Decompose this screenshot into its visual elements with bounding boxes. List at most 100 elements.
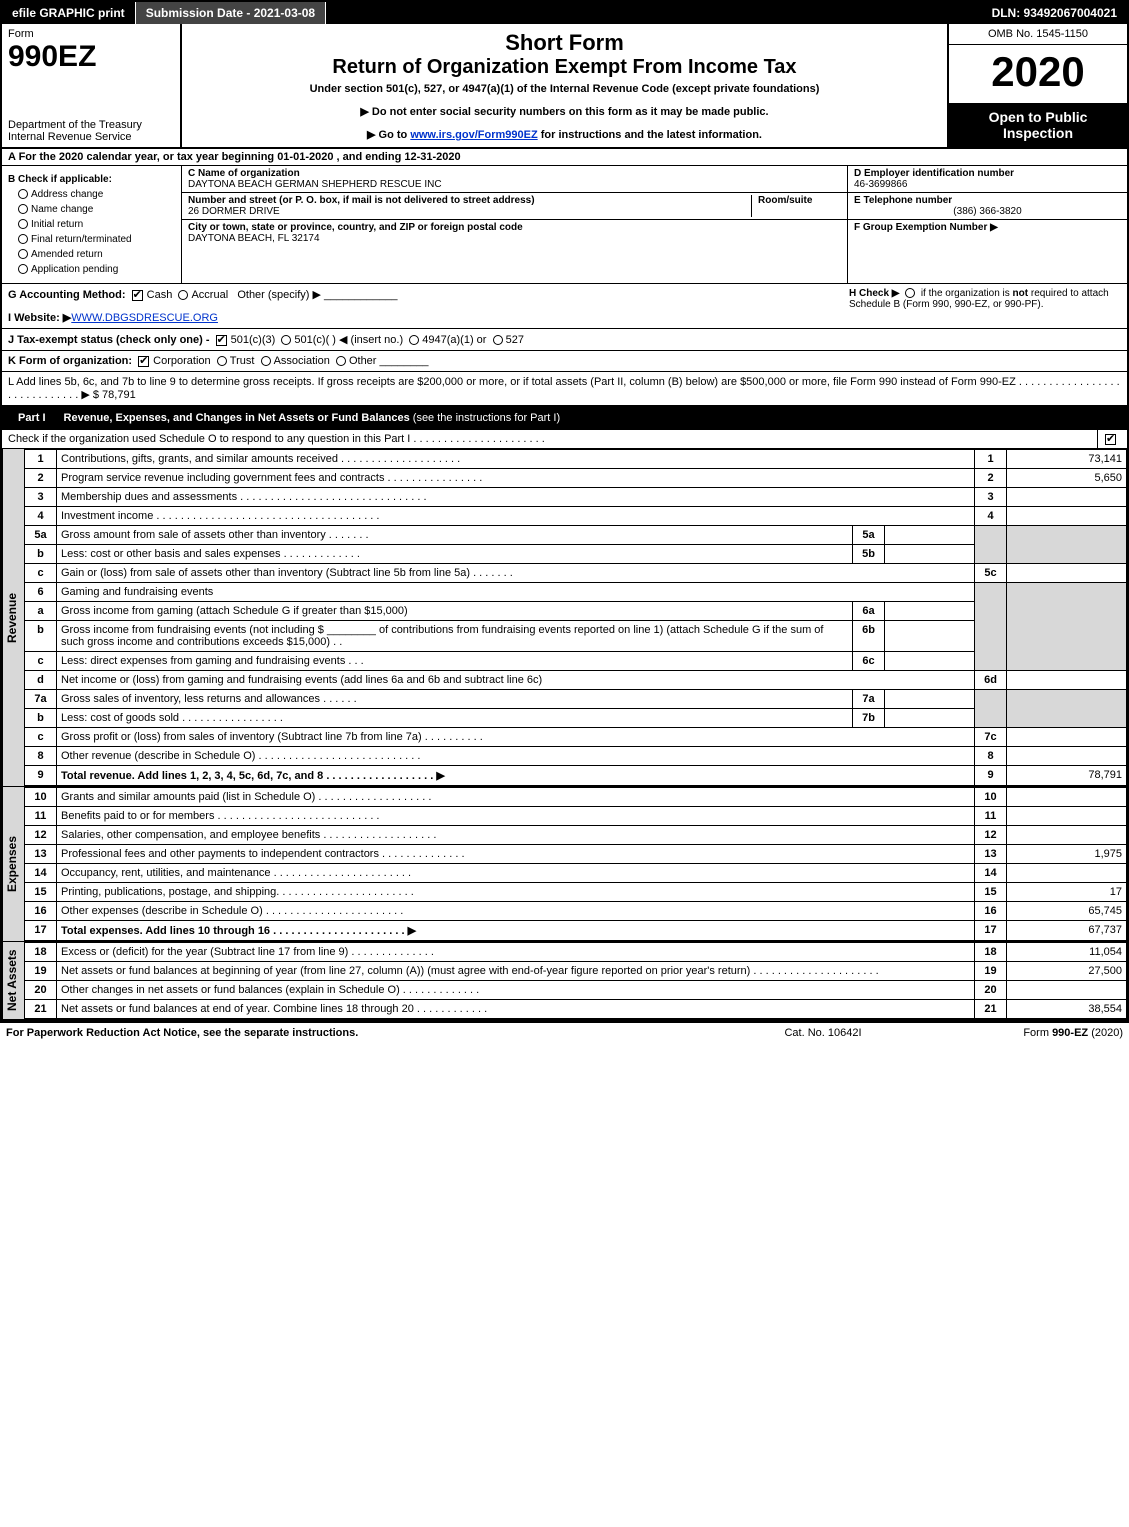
line-2: 2Program service revenue including gover…	[25, 469, 1127, 488]
line-1: 1Contributions, gifts, grants, and simil…	[25, 450, 1127, 469]
amended-return-radio[interactable]	[18, 249, 28, 259]
527-radio[interactable]	[493, 335, 503, 345]
form-word: Form	[8, 28, 174, 40]
form-title-1: Short Form	[192, 30, 937, 56]
expenses-table: 10Grants and similar amounts paid (list …	[24, 787, 1127, 941]
final-return-radio[interactable]	[18, 234, 28, 244]
line-20: 20Other changes in net assets or fund ba…	[25, 981, 1127, 1000]
line-11: 11Benefits paid to or for members . . . …	[25, 807, 1127, 826]
line-10: 10Grants and similar amounts paid (list …	[25, 788, 1127, 807]
line-16: 16Other expenses (describe in Schedule O…	[25, 902, 1127, 921]
instruction-1: ▶ Do not enter social security numbers o…	[192, 105, 937, 118]
accrual-radio[interactable]	[178, 290, 188, 300]
line-7b: bLess: cost of goods sold . . . . . . . …	[25, 709, 1127, 728]
application-pending-radio[interactable]	[18, 264, 28, 274]
line-19: 19Net assets or fund balances at beginni…	[25, 962, 1127, 981]
line-14: 14Occupancy, rent, utilities, and mainte…	[25, 864, 1127, 883]
line-18: 18Excess or (deficit) for the year (Subt…	[25, 943, 1127, 962]
line-5b: bLess: cost or other basis and sales exp…	[25, 545, 1127, 564]
top-bar: efile GRAPHIC print Submission Date - 20…	[2, 2, 1127, 24]
line-7a: 7aGross sales of inventory, less returns…	[25, 690, 1127, 709]
form-number: 990EZ	[8, 40, 174, 74]
schedule-o-checkbox[interactable]	[1105, 434, 1116, 445]
org-name: DAYTONA BEACH GERMAN SHEPHERD RESCUE INC	[188, 179, 841, 190]
line-5a: 5aGross amount from sale of assets other…	[25, 526, 1127, 545]
block-de: D Employer identification number 46-3699…	[847, 166, 1127, 283]
header-blocks: B Check if applicable: Address change Na…	[2, 166, 1127, 284]
org-street: 26 DORMER DRIVE	[188, 206, 751, 217]
submission-date-label: Submission Date - 2021-03-08	[136, 2, 326, 24]
paperwork-notice: For Paperwork Reduction Act Notice, see …	[6, 1027, 723, 1039]
telephone-value: (386) 366-3820	[854, 206, 1121, 217]
header-center: Short Form Return of Organization Exempt…	[182, 24, 947, 147]
net-assets-section: Net Assets 18Excess or (deficit) for the…	[2, 942, 1127, 1021]
part-1-header: Part I Revenue, Expenses, and Changes in…	[2, 406, 1127, 430]
expenses-section: Expenses 10Grants and similar amounts pa…	[2, 787, 1127, 942]
row-g-accounting: G Accounting Method: Cash Accrual Other …	[8, 288, 841, 301]
line-6d: dNet income or (loss) from gaming and fu…	[25, 671, 1127, 690]
corporation-checkbox[interactable]	[138, 356, 149, 367]
form-page: efile GRAPHIC print Submission Date - 20…	[0, 0, 1129, 1023]
row-k-org-form: K Form of organization: Corporation Trus…	[2, 351, 1127, 372]
block-c-org: C Name of organization DAYTONA BEACH GER…	[182, 166, 847, 283]
group-exemption-label: F Group Exemption Number ▶	[854, 222, 1121, 233]
501c-radio[interactable]	[281, 335, 291, 345]
form-title-2: Return of Organization Exempt From Incom…	[192, 56, 937, 79]
header-right: OMB No. 1545-1150 2020 Open to Public In…	[947, 24, 1127, 147]
efile-print-button[interactable]: efile GRAPHIC print	[2, 2, 136, 24]
4947-radio[interactable]	[409, 335, 419, 345]
line-13: 13Professional fees and other payments t…	[25, 845, 1127, 864]
association-radio[interactable]	[261, 356, 271, 366]
line-12: 12Salaries, other compensation, and empl…	[25, 826, 1127, 845]
net-assets-sidelabel: Net Assets	[2, 942, 24, 1019]
revenue-section: Revenue 1Contributions, gifts, grants, a…	[2, 449, 1127, 787]
expenses-sidelabel: Expenses	[2, 787, 24, 941]
instruction-2: ▶ Go to www.irs.gov/Form990EZ for instru…	[192, 128, 937, 141]
form-subtitle: Under section 501(c), 527, or 4947(a)(1)…	[192, 83, 937, 95]
form-footer-label: Form 990-EZ (2020)	[923, 1027, 1123, 1039]
row-i-website: I Website: ▶WWW.DBGSDRESCUE.ORG	[8, 311, 841, 324]
row-l-gross-receipts: L Add lines 5b, 6c, and 7b to line 9 to …	[2, 372, 1127, 406]
schedule-o-check-row: Check if the organization used Schedule …	[2, 430, 1127, 449]
department-label: Department of the Treasury Internal Reve…	[8, 119, 174, 143]
line-6: 6Gaming and fundraising events	[25, 583, 1127, 602]
line-8: 8Other revenue (describe in Schedule O) …	[25, 747, 1127, 766]
schedule-b-radio[interactable]	[905, 288, 915, 298]
form-header: Form 990EZ Department of the Treasury In…	[2, 24, 1127, 149]
line-15: 15Printing, publications, postage, and s…	[25, 883, 1127, 902]
row-h: H Check ▶ if the organization is not req…	[841, 288, 1121, 324]
other-radio[interactable]	[336, 356, 346, 366]
address-change-radio[interactable]	[18, 189, 28, 199]
website-link[interactable]: WWW.DBGSDRESCUE.ORG	[71, 312, 218, 324]
block-b-applicable: B Check if applicable: Address change Na…	[2, 166, 182, 283]
line-17: 17Total expenses. Add lines 10 through 1…	[25, 921, 1127, 941]
501c3-checkbox[interactable]	[216, 335, 227, 346]
open-public-inspection: Open to Public Inspection	[949, 103, 1127, 147]
line-6b: bGross income from fundraising events (n…	[25, 621, 1127, 652]
trust-radio[interactable]	[217, 356, 227, 366]
net-assets-table: 18Excess or (deficit) for the year (Subt…	[24, 942, 1127, 1019]
line-7c: cGross profit or (loss) from sales of in…	[25, 728, 1127, 747]
line-6a: aGross income from gaming (attach Schedu…	[25, 602, 1127, 621]
revenue-sidelabel: Revenue	[2, 449, 24, 786]
irs-link[interactable]: www.irs.gov/Form990EZ	[410, 129, 537, 141]
page-footer: For Paperwork Reduction Act Notice, see …	[0, 1023, 1129, 1043]
revenue-table: 1Contributions, gifts, grants, and simil…	[24, 449, 1127, 786]
line-6c: cLess: direct expenses from gaming and f…	[25, 652, 1127, 671]
line-5c: cGain or (loss) from sale of assets othe…	[25, 564, 1127, 583]
omb-number: OMB No. 1545-1150	[949, 24, 1127, 45]
row-g-h: G Accounting Method: Cash Accrual Other …	[2, 284, 1127, 329]
line-9: 9Total revenue. Add lines 1, 2, 3, 4, 5c…	[25, 766, 1127, 786]
cash-checkbox[interactable]	[132, 290, 143, 301]
line-a-tax-year: A For the 2020 calendar year, or tax yea…	[2, 149, 1127, 166]
line-21: 21Net assets or fund balances at end of …	[25, 1000, 1127, 1019]
name-change-radio[interactable]	[18, 204, 28, 214]
tax-year: 2020	[949, 45, 1127, 99]
initial-return-radio[interactable]	[18, 219, 28, 229]
header-left: Form 990EZ Department of the Treasury In…	[2, 24, 182, 147]
line-4: 4Investment income . . . . . . . . . . .…	[25, 507, 1127, 526]
ein-value: 46-3699866	[854, 179, 1121, 190]
row-j-tax-exempt: J Tax-exempt status (check only one) - 5…	[2, 329, 1127, 351]
line-3: 3Membership dues and assessments . . . .…	[25, 488, 1127, 507]
dln-label: DLN: 93492067004021	[982, 2, 1127, 24]
